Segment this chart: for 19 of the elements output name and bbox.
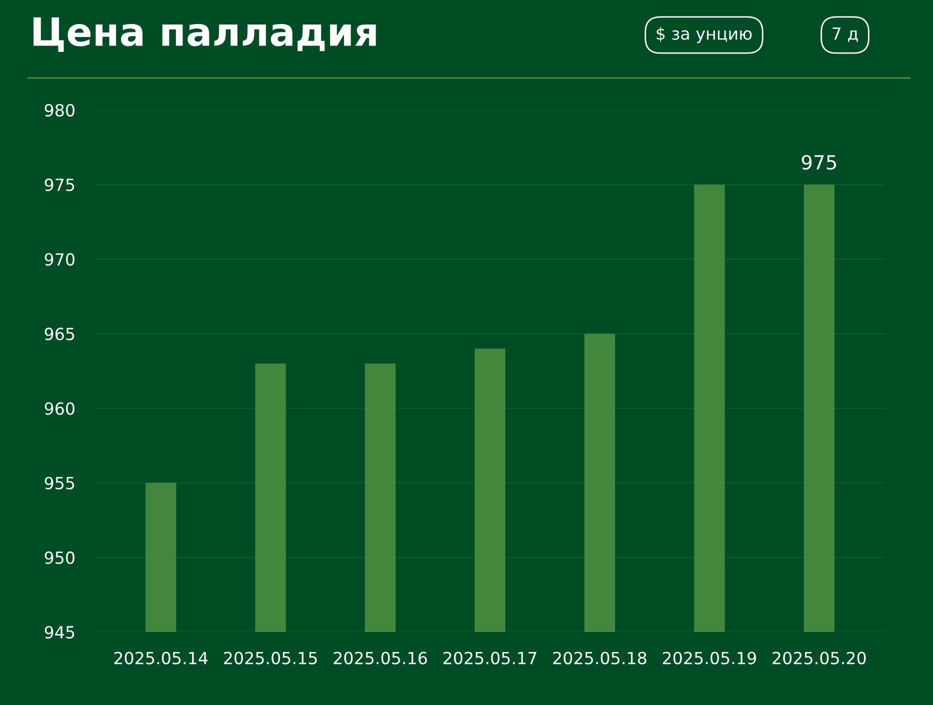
y-tick-label: 945 xyxy=(44,626,74,639)
y-tick-label: 970 xyxy=(44,253,74,266)
data-label: 975 xyxy=(802,154,836,170)
x-tick-label: 2025.05.18 xyxy=(553,652,646,664)
y-tick-label: 980 xyxy=(44,104,74,117)
text: 7 д xyxy=(832,27,858,42)
x-tick-label: 2025.05.17 xyxy=(444,652,536,664)
x-tick-label: 2025.05.15 xyxy=(224,652,317,664)
x-tick-label: 2025.05.20 xyxy=(772,652,866,664)
y-tick-label: 950 xyxy=(44,551,74,564)
text: $ за унцию xyxy=(656,26,752,44)
x-tick-label: 2025.05.16 xyxy=(334,652,427,664)
x-tick-label: 2025.05.14 xyxy=(114,652,208,664)
y-tick-label: 955 xyxy=(44,476,74,490)
y-tick-label: 975 xyxy=(44,178,74,192)
y-tick-label: 960 xyxy=(44,402,74,415)
y-tick-label: 965 xyxy=(44,328,74,340)
chart-title: Цена палладия xyxy=(34,17,376,52)
x-tick-label: 2025.05.19 xyxy=(662,652,756,664)
